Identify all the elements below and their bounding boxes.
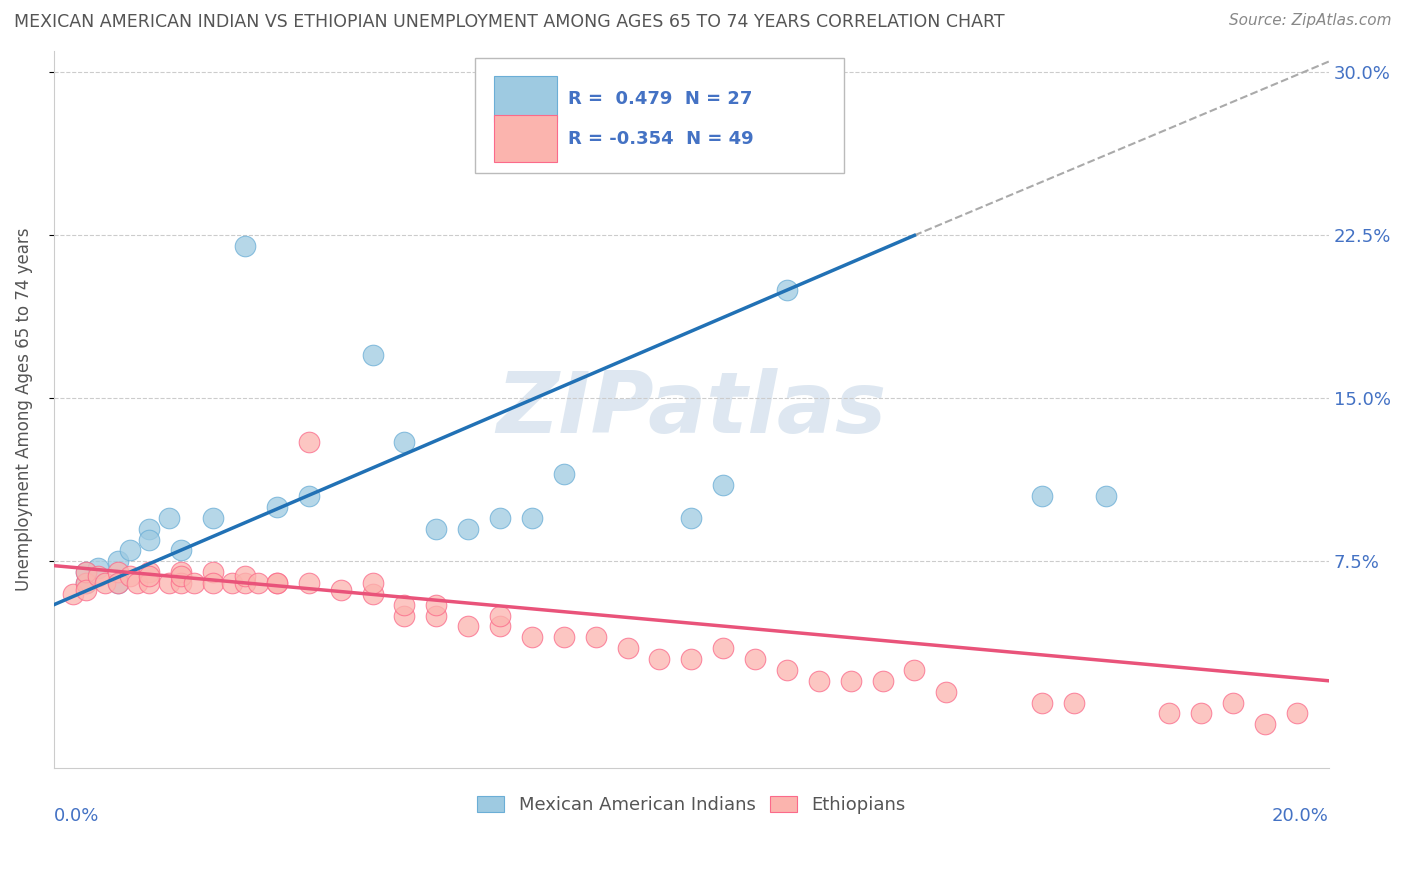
Point bbox=[120, 543, 142, 558]
Legend: Mexican American Indians, Ethiopians: Mexican American Indians, Ethiopians bbox=[468, 787, 915, 823]
Point bbox=[62, 587, 84, 601]
Text: 0.0%: 0.0% bbox=[53, 807, 100, 825]
Point bbox=[648, 652, 671, 666]
Point bbox=[202, 511, 225, 525]
Point bbox=[361, 576, 384, 591]
Point bbox=[75, 582, 97, 597]
Point bbox=[1254, 717, 1277, 731]
Point bbox=[1031, 696, 1053, 710]
Point bbox=[425, 598, 447, 612]
Point bbox=[1159, 706, 1181, 721]
Point bbox=[520, 631, 543, 645]
Point bbox=[489, 511, 512, 525]
Point bbox=[1285, 706, 1308, 721]
Point bbox=[233, 239, 256, 253]
Point bbox=[807, 673, 830, 688]
Point bbox=[520, 511, 543, 525]
Point bbox=[202, 576, 225, 591]
Point bbox=[457, 522, 479, 536]
Point bbox=[183, 576, 205, 591]
Point bbox=[394, 598, 416, 612]
Point bbox=[170, 576, 193, 591]
Point bbox=[266, 576, 288, 591]
Point bbox=[87, 569, 110, 583]
Point bbox=[107, 576, 129, 591]
Point bbox=[616, 641, 638, 656]
Point bbox=[585, 631, 607, 645]
Text: 20.0%: 20.0% bbox=[1272, 807, 1329, 825]
Point bbox=[75, 576, 97, 591]
FancyBboxPatch shape bbox=[475, 58, 844, 172]
Point bbox=[202, 565, 225, 579]
Text: MEXICAN AMERICAN INDIAN VS ETHIOPIAN UNEMPLOYMENT AMONG AGES 65 TO 74 YEARS CORR: MEXICAN AMERICAN INDIAN VS ETHIOPIAN UNE… bbox=[14, 13, 1005, 31]
Point bbox=[425, 522, 447, 536]
Point bbox=[138, 569, 160, 583]
Point bbox=[75, 565, 97, 579]
Point bbox=[75, 565, 97, 579]
Point bbox=[125, 576, 148, 591]
Point bbox=[394, 434, 416, 449]
Point bbox=[138, 522, 160, 536]
Point bbox=[681, 511, 703, 525]
Point bbox=[361, 348, 384, 362]
Point bbox=[1189, 706, 1212, 721]
Point bbox=[138, 576, 160, 591]
Point bbox=[75, 576, 97, 591]
Point bbox=[744, 652, 766, 666]
Text: R =  0.479  N = 27: R = 0.479 N = 27 bbox=[568, 90, 752, 108]
Point bbox=[94, 576, 117, 591]
Point bbox=[266, 500, 288, 514]
FancyBboxPatch shape bbox=[494, 76, 557, 122]
Point bbox=[872, 673, 894, 688]
Point bbox=[935, 684, 957, 698]
Point bbox=[553, 631, 575, 645]
Point bbox=[120, 569, 142, 583]
Point bbox=[107, 576, 129, 591]
Point bbox=[839, 673, 862, 688]
Point bbox=[489, 619, 512, 633]
Point bbox=[221, 576, 243, 591]
Point bbox=[170, 569, 193, 583]
Point bbox=[1222, 696, 1244, 710]
FancyBboxPatch shape bbox=[494, 115, 557, 161]
Point bbox=[298, 576, 321, 591]
Y-axis label: Unemployment Among Ages 65 to 74 years: Unemployment Among Ages 65 to 74 years bbox=[15, 227, 32, 591]
Point bbox=[489, 608, 512, 623]
Point bbox=[170, 543, 193, 558]
Point bbox=[138, 533, 160, 547]
Point bbox=[776, 283, 799, 297]
Point bbox=[616, 109, 638, 123]
Point bbox=[1031, 489, 1053, 503]
Point bbox=[776, 663, 799, 677]
Point bbox=[903, 663, 925, 677]
Point bbox=[553, 467, 575, 482]
Point bbox=[87, 561, 110, 575]
Text: Source: ZipAtlas.com: Source: ZipAtlas.com bbox=[1229, 13, 1392, 29]
Text: ZIPatlas: ZIPatlas bbox=[496, 368, 886, 450]
Point bbox=[394, 608, 416, 623]
Point bbox=[681, 652, 703, 666]
Point bbox=[233, 576, 256, 591]
Text: R = -0.354  N = 49: R = -0.354 N = 49 bbox=[568, 130, 754, 148]
Point bbox=[298, 489, 321, 503]
Point bbox=[711, 478, 734, 492]
Point bbox=[329, 582, 352, 597]
Point bbox=[1094, 489, 1116, 503]
Point bbox=[711, 641, 734, 656]
Point bbox=[107, 554, 129, 568]
Point bbox=[266, 576, 288, 591]
Point bbox=[170, 565, 193, 579]
Point bbox=[157, 576, 180, 591]
Point bbox=[361, 587, 384, 601]
Point bbox=[138, 565, 160, 579]
Point bbox=[246, 576, 269, 591]
Point bbox=[107, 565, 129, 579]
Point bbox=[157, 511, 180, 525]
Point bbox=[457, 619, 479, 633]
Point bbox=[425, 608, 447, 623]
Point bbox=[1063, 696, 1085, 710]
Point bbox=[298, 434, 321, 449]
Point bbox=[233, 569, 256, 583]
